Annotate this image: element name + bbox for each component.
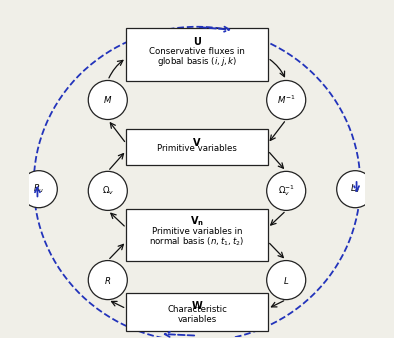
Text: $M$: $M$ — [103, 95, 112, 105]
Text: $\mathbf{V}$: $\mathbf{V}$ — [192, 136, 202, 147]
Circle shape — [267, 261, 306, 299]
Text: Primitive variables: Primitive variables — [157, 144, 237, 153]
Text: Characteristic: Characteristic — [167, 305, 227, 314]
Text: global basis $(i,j,k)$: global basis $(i,j,k)$ — [157, 55, 237, 69]
Text: $\Omega_v^{-1}$: $\Omega_v^{-1}$ — [278, 184, 295, 198]
Text: $R_u$: $R_u$ — [33, 183, 45, 195]
Text: variables: variables — [177, 315, 217, 324]
Text: $L_u$: $L_u$ — [350, 183, 361, 195]
FancyBboxPatch shape — [126, 28, 268, 81]
Circle shape — [88, 171, 127, 210]
FancyBboxPatch shape — [126, 129, 268, 165]
Circle shape — [267, 171, 306, 210]
Text: normal basis $(n,t_1,t_2)$: normal basis $(n,t_1,t_2)$ — [149, 236, 245, 248]
Circle shape — [267, 80, 306, 120]
Circle shape — [337, 171, 374, 208]
Text: $\Omega_v$: $\Omega_v$ — [102, 185, 114, 197]
Circle shape — [20, 171, 57, 208]
Circle shape — [88, 80, 127, 120]
FancyBboxPatch shape — [126, 293, 268, 332]
Text: $\mathbf{U}$: $\mathbf{U}$ — [193, 34, 201, 47]
Text: $M^{-1}$: $M^{-1}$ — [277, 94, 296, 106]
Circle shape — [88, 261, 127, 299]
Text: $L$: $L$ — [283, 274, 289, 286]
Text: Conservative fluxes in: Conservative fluxes in — [149, 47, 245, 56]
Text: $R$: $R$ — [104, 274, 112, 286]
Text: $\mathbf{W}$: $\mathbf{W}$ — [191, 299, 203, 311]
Text: Primitive variables in: Primitive variables in — [152, 227, 242, 237]
Text: $\mathbf{V_n}$: $\mathbf{V_n}$ — [190, 215, 204, 228]
FancyBboxPatch shape — [126, 209, 268, 261]
